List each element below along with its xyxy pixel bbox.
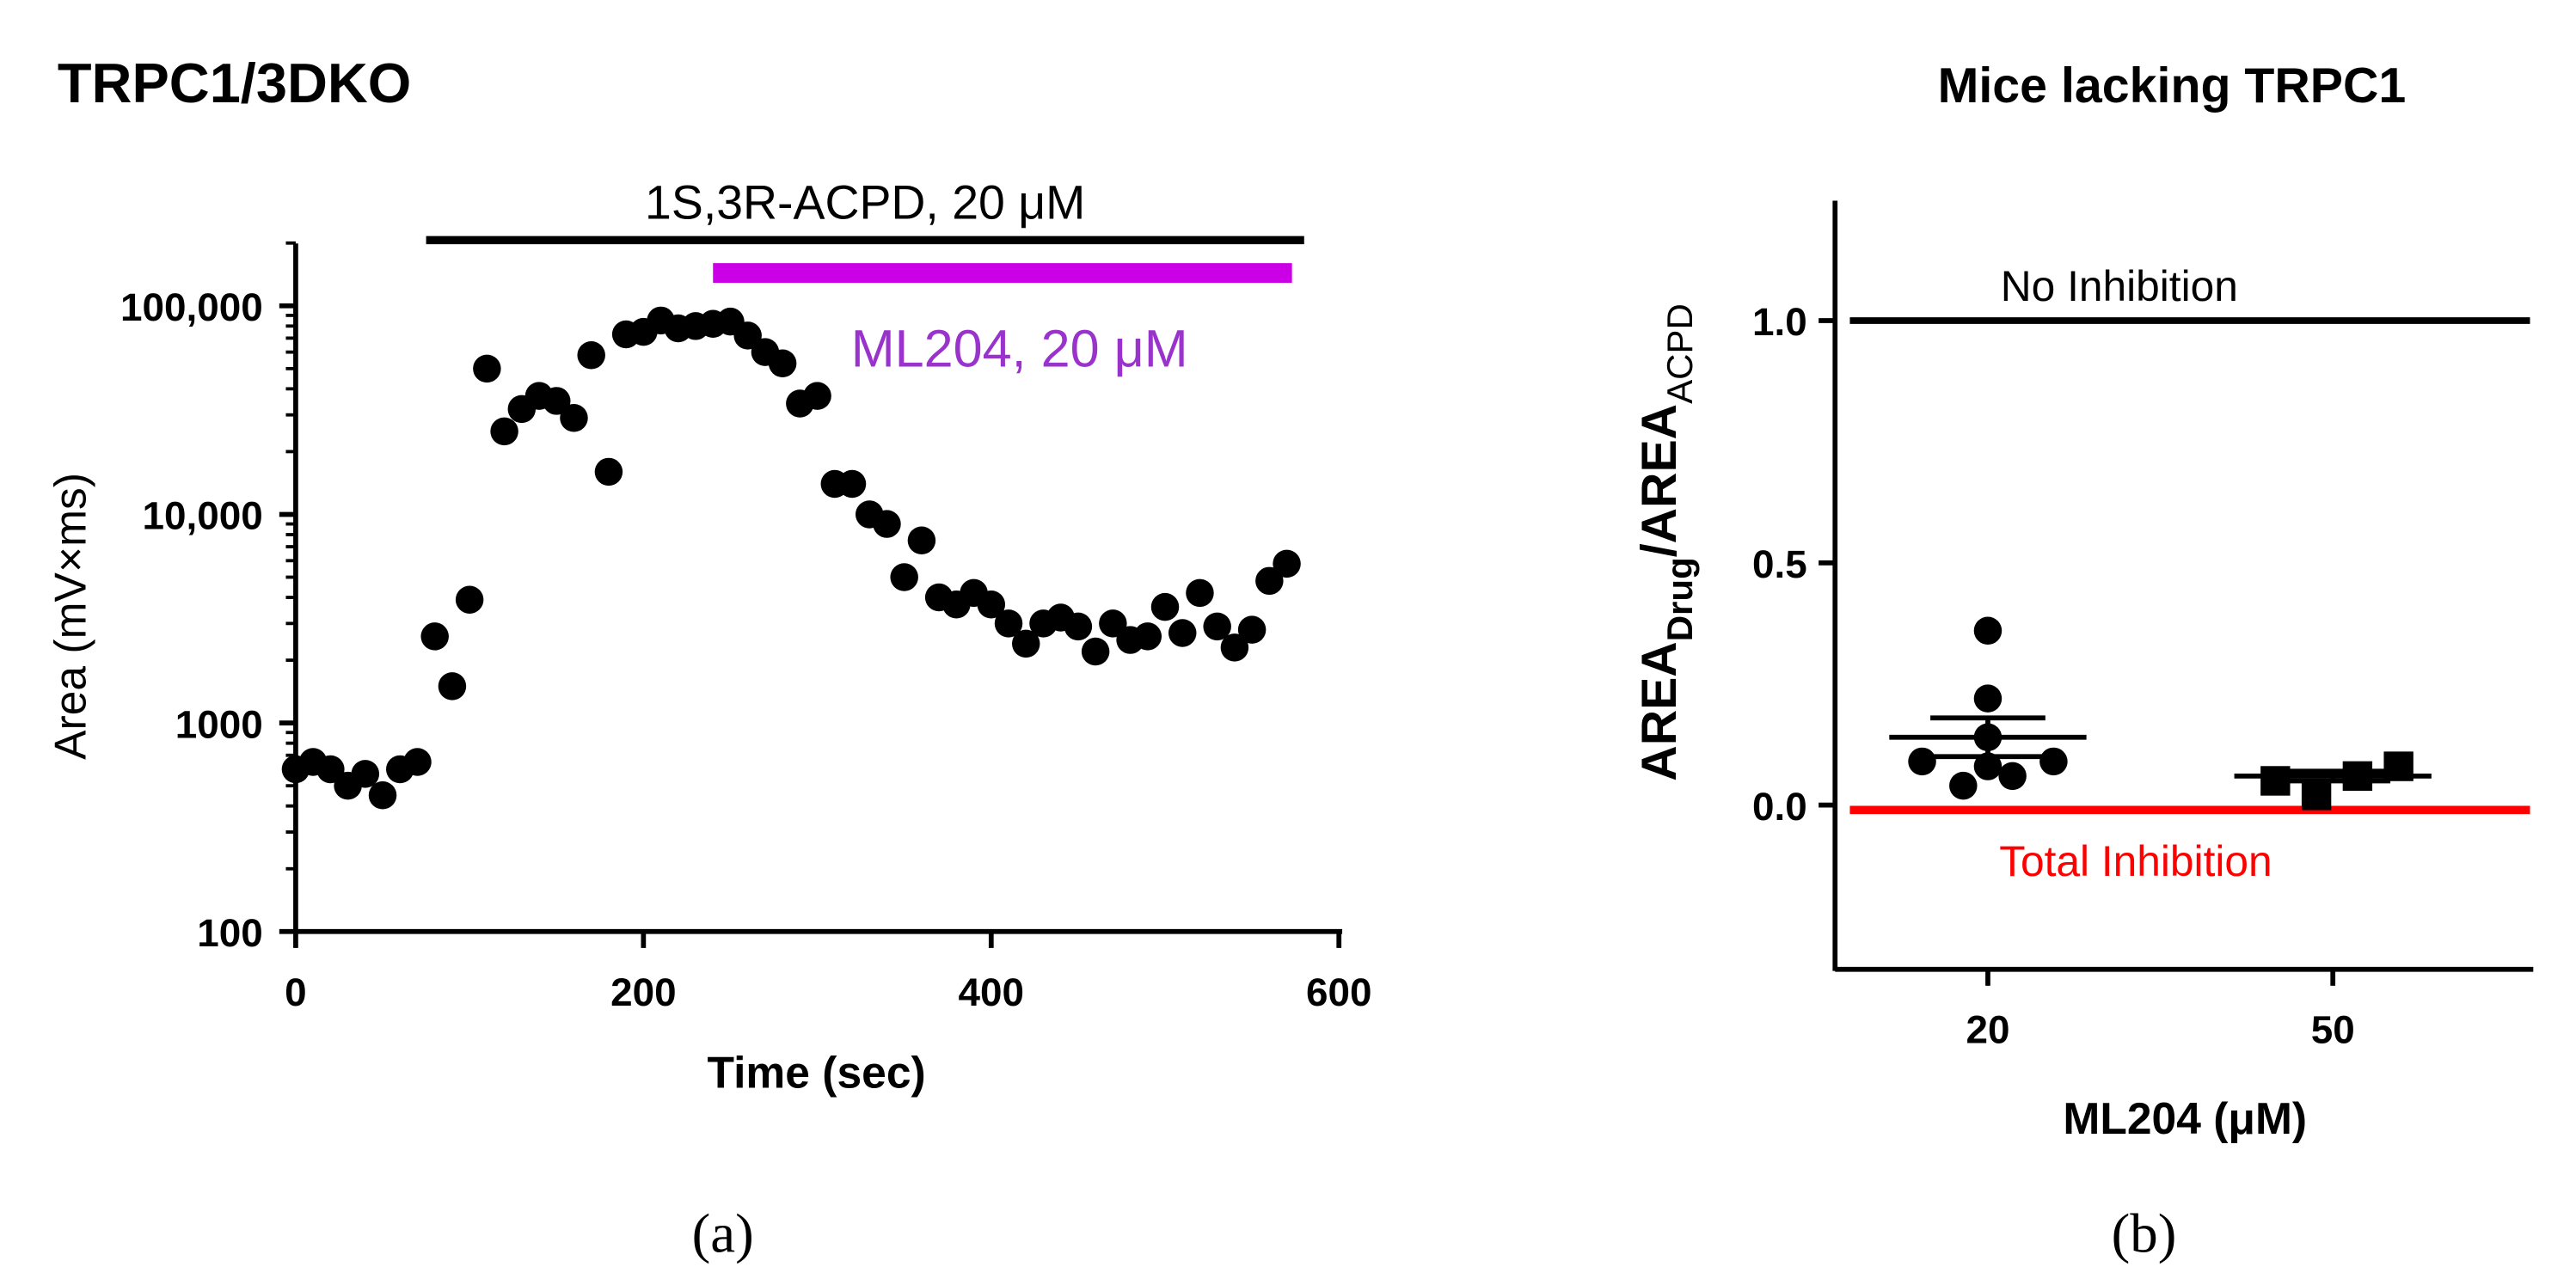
data-point — [351, 760, 380, 788]
data-point — [873, 510, 901, 538]
data-point — [1237, 615, 1267, 644]
panel-b-label: (b) — [2112, 1202, 2177, 1264]
data-point — [316, 755, 345, 784]
y-tick-label: 1000 — [175, 701, 263, 746]
data-point — [403, 748, 432, 776]
panel-b-x-label: ML204 (μM) — [2063, 1093, 2307, 1143]
data-point — [577, 340, 605, 370]
data-point — [1081, 637, 1110, 666]
x-tick-label: 400 — [959, 970, 1025, 1014]
data-point — [490, 417, 518, 446]
data-point — [438, 672, 467, 701]
x-tick-label: 0 — [285, 970, 307, 1014]
data-point — [907, 526, 936, 555]
x-tick-label: 200 — [610, 970, 677, 1014]
x-tick-label: 600 — [1306, 970, 1371, 1014]
data-point — [1908, 747, 1936, 776]
data-point — [1203, 612, 1231, 641]
no-inhibition-label: No Inhibition — [2001, 262, 2238, 310]
y-tick-label: 0.5 — [1752, 542, 1807, 586]
data-point — [1012, 629, 1040, 658]
data-point — [1099, 609, 1127, 638]
acpd-label: 1S,3R-ACPD, 20 μM — [645, 176, 1085, 229]
data-point — [2039, 747, 2068, 776]
data-point — [837, 469, 867, 499]
data-point — [2301, 780, 2332, 811]
data-point — [420, 622, 449, 651]
data-point — [803, 382, 831, 410]
y-tick-label: 10,000 — [142, 493, 262, 538]
x-tick-label: 50 — [2311, 1007, 2355, 1052]
data-point — [1064, 612, 1093, 641]
y-tick-label: 100 — [197, 910, 263, 955]
y-tick-label: 0.0 — [1752, 784, 1807, 829]
data-point — [1220, 633, 1249, 662]
data-point — [977, 590, 1006, 619]
data-point — [1973, 684, 2003, 713]
data-point — [1273, 549, 1301, 578]
data-point — [594, 457, 623, 486]
data-point — [733, 321, 762, 350]
x-tick-label: 20 — [1966, 1007, 2009, 1052]
panel-b-title: Mice lacking TRPC1 — [1938, 58, 2407, 113]
data-point — [1133, 622, 1162, 651]
data-point — [768, 349, 797, 377]
y-tick-label: 1.0 — [1752, 299, 1807, 344]
data-point — [1973, 616, 2003, 645]
panel-b-y-label: AREADrug/AREAACPD — [1632, 303, 1700, 781]
data-point — [543, 387, 571, 415]
panel-a-label: (a) — [692, 1202, 754, 1264]
data-point — [1150, 592, 1180, 621]
panel-a-title: TRPC1/3DKO — [58, 52, 411, 114]
panel-a-x-label: Time (sec) — [708, 1047, 926, 1097]
data-point — [560, 404, 588, 432]
data-point — [473, 354, 501, 383]
panel-b: Mice lacking TRPC1 0.0 0.5 1.0 20 50 No Inhi… — [1632, 58, 2534, 1264]
data-point — [890, 563, 918, 591]
panel-a-y-label: Area (mV×ms) — [45, 473, 95, 760]
y-label-sub-drug: Drug — [1659, 557, 1700, 641]
panel-a: TRPC1/3DKO 0 200 400 600 100 1000 10,000 100,00… — [45, 52, 1371, 1265]
y-label-area2: /AREA — [1632, 404, 1687, 557]
y-label-sub-acpd: ACPD — [1659, 303, 1700, 404]
total-inhibition-label: Total Inhibition — [1999, 837, 2272, 885]
y-label-area: AREA — [1632, 641, 1687, 780]
ml204-bar — [713, 263, 1292, 284]
data-point — [1168, 619, 1197, 647]
data-point — [368, 781, 397, 810]
data-point — [1949, 771, 1978, 800]
data-point — [1973, 752, 2003, 780]
data-point — [1186, 578, 1214, 608]
data-point — [1255, 566, 1284, 596]
data-point — [994, 609, 1023, 638]
ml204-label: ML204, 20 μM — [851, 320, 1188, 378]
data-point — [455, 585, 484, 614]
y-tick-label: 100,000 — [120, 285, 263, 329]
data-point — [1998, 762, 2027, 791]
